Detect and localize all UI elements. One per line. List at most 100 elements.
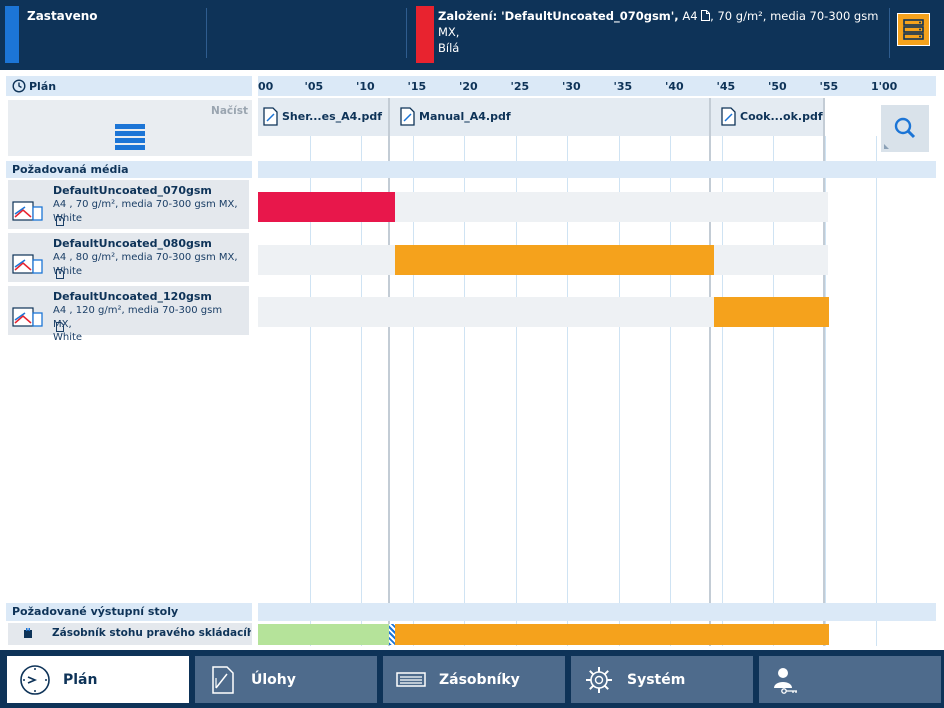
- alert-detail: , 70 g/m², media 70-300 gsm MX,: [438, 9, 879, 39]
- media-icon: [12, 254, 43, 274]
- media-name: DefaultUncoated_080gsm: [53, 237, 212, 250]
- divider: [406, 8, 407, 58]
- alert-size: A4: [682, 9, 698, 23]
- alert-message[interactable]: Založení: 'DefaultUncoated_070gsm', A4 ,…: [438, 8, 883, 56]
- time-gridline: [722, 136, 723, 646]
- nav-plan[interactable]: Plán: [7, 656, 189, 703]
- time-tick: '45: [716, 80, 736, 93]
- bottom-navigation: Plán Úlohy Zásobníky Systém: [0, 650, 944, 708]
- output-section-band: [258, 603, 936, 621]
- job-file-tab[interactable]: Cook...ok.pdf: [721, 104, 823, 128]
- nav-system[interactable]: Systém: [571, 656, 753, 703]
- time-gridline: [567, 136, 568, 646]
- queue-list-icon: [115, 124, 145, 150]
- output-tray-label: Zásobník stohu pravého skládacího zař: [52, 627, 251, 639]
- menu-button[interactable]: [897, 13, 930, 46]
- media-name: DefaultUncoated_070gsm: [53, 184, 212, 197]
- time-tick: 1'00: [871, 80, 898, 93]
- time-tick: '10: [356, 80, 375, 93]
- document-icon: [263, 106, 278, 126]
- time-tick: 00: [258, 80, 274, 93]
- time-gridline: [413, 136, 414, 646]
- media-details: , 80 g/m², media 70-300 gsm MX,: [69, 252, 238, 263]
- clock-icon: [12, 79, 26, 93]
- status-text: Zastaveno: [27, 9, 98, 23]
- time-tick: '25: [510, 80, 530, 93]
- time-tick: '20: [459, 80, 478, 93]
- media-section-header: [6, 161, 252, 178]
- alert-indicator: [416, 6, 434, 63]
- nav-jobs[interactable]: Úlohy: [195, 656, 377, 703]
- document-icon: [400, 106, 415, 126]
- job-file-tab[interactable]: Manual_A4.pdf: [400, 104, 511, 128]
- plan-title: Plán: [29, 80, 57, 93]
- user-key-icon: [774, 668, 797, 694]
- job-file-name: Sher...es_A4.pdf: [282, 109, 382, 123]
- document-icon: [212, 666, 234, 694]
- search-button[interactable]: [881, 105, 929, 152]
- media-color: White: [53, 332, 83, 343]
- media-section-band: [258, 161, 936, 178]
- time-gridline: [619, 136, 620, 646]
- time-tick: '35: [613, 80, 633, 93]
- page-icon: [56, 269, 64, 279]
- job-separator: [709, 98, 711, 646]
- nav-label: Systém: [627, 671, 686, 688]
- media-size: A4: [53, 199, 67, 210]
- media-size: A4: [53, 305, 67, 316]
- job-separator: [823, 98, 825, 646]
- alert-title: Založení: 'DefaultUncoated_070gsm',: [438, 9, 679, 23]
- time-tick: '15: [407, 80, 427, 93]
- nav-label: Plán: [63, 671, 98, 688]
- gear-icon: [586, 667, 612, 693]
- job-file-name: Cook...ok.pdf: [740, 109, 823, 123]
- nav-trays[interactable]: Zásobníky: [383, 656, 565, 703]
- page-icon: [56, 216, 64, 226]
- page-icon: [56, 322, 64, 332]
- alert-line2: Bílá: [438, 41, 460, 55]
- nav-user[interactable]: [759, 656, 941, 703]
- media-description: A4 , 70 g/m², media 70-300 gsm MX, White: [53, 198, 243, 226]
- media-details: , 120 g/m², media 70-300 gsm MX,: [53, 305, 223, 330]
- output-transition-bar: [388, 624, 395, 645]
- time-gridline: [310, 136, 311, 646]
- media-card[interactable]: DefaultUncoated_120gsm A4 , 120 g/m², me…: [8, 286, 249, 343]
- media-size: A4: [53, 252, 67, 263]
- media-card[interactable]: DefaultUncoated_070gsm A4 , 70 g/m², med…: [8, 180, 249, 229]
- timeline-header: [258, 76, 936, 96]
- time-tick: '40: [665, 80, 684, 93]
- output-tray-row[interactable]: [8, 623, 252, 645]
- plan-header: [6, 76, 252, 96]
- media-usage-bar[interactable]: [714, 297, 829, 327]
- time-tick: '05: [304, 80, 324, 93]
- output-section-header: [6, 603, 252, 621]
- output-tray-icon: [24, 628, 32, 638]
- status-indicator: [5, 6, 19, 63]
- time-gridline: [361, 136, 362, 646]
- time-gridline: [825, 136, 826, 646]
- media-icon: [12, 307, 43, 327]
- job-file-name: Manual_A4.pdf: [419, 109, 511, 123]
- media-card[interactable]: DefaultUncoated_080gsm A4 , 80 g/m², med…: [8, 233, 249, 282]
- job-file-tab[interactable]: Sher...es_A4.pdf: [263, 104, 382, 128]
- load-button[interactable]: Načíst: [8, 100, 252, 156]
- time-gridline: [464, 136, 465, 646]
- list-stack-icon: [903, 19, 924, 40]
- load-label: Načíst: [211, 105, 248, 117]
- output-section-title: Požadované výstupní stoly: [12, 605, 179, 618]
- time-gridline: [670, 136, 671, 646]
- media-icon: [12, 201, 43, 221]
- media-description: A4 , 80 g/m², media 70-300 gsm MX, White: [53, 251, 243, 279]
- media-usage-bar[interactable]: [394, 245, 715, 275]
- media-usage-bar[interactable]: [258, 192, 395, 222]
- media-details: , 70 g/m², media 70-300 gsm MX,: [69, 199, 238, 210]
- output-done-bar: [258, 624, 389, 645]
- divider: [889, 8, 890, 58]
- nav-label: Zásobníky: [439, 671, 520, 688]
- time-gridline: [773, 136, 774, 646]
- paper-tray-icon: [396, 672, 426, 687]
- output-active-bar[interactable]: [394, 624, 829, 645]
- divider: [206, 8, 207, 58]
- time-tick: '55: [819, 80, 839, 93]
- status-bar: Zastaveno Založení: 'DefaultUncoated_070…: [0, 0, 944, 70]
